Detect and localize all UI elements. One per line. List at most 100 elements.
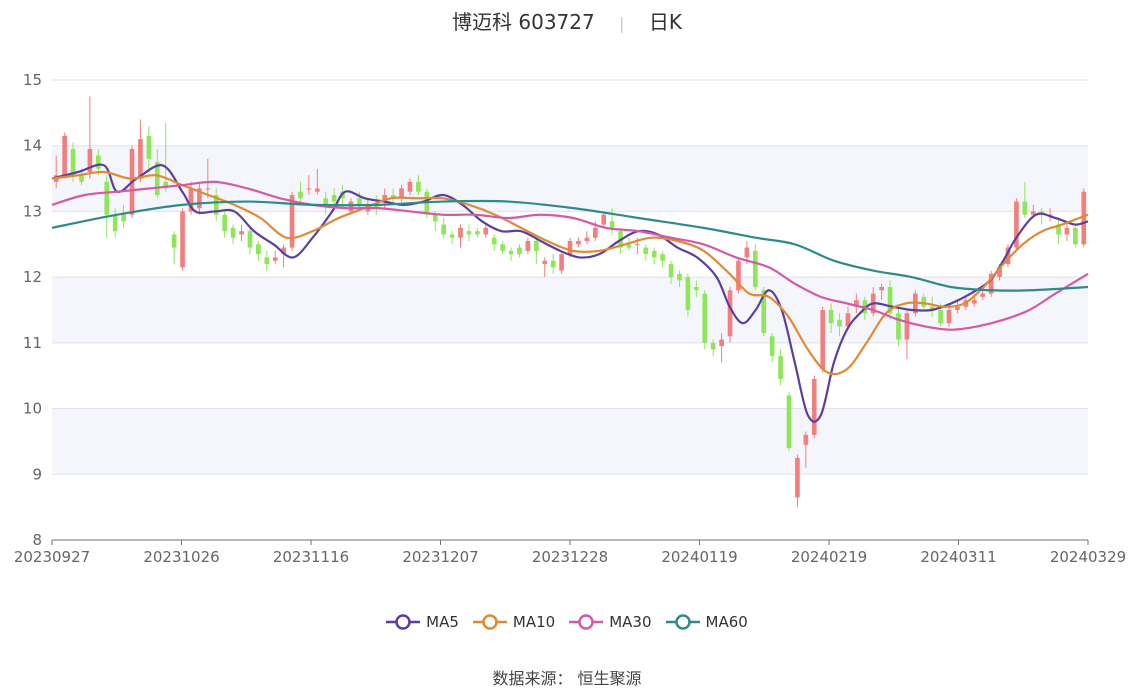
candle-body (584, 237, 590, 241)
candle-body (677, 273, 682, 281)
candle-body (96, 155, 101, 169)
candle-body (879, 287, 884, 291)
candle-body (710, 342, 716, 350)
candle-body (104, 181, 110, 215)
legend-item-ma5[interactable]: MA5 (386, 613, 459, 631)
candle-body (887, 287, 893, 314)
candle-body (828, 310, 834, 324)
candle-body (946, 310, 952, 324)
y-tick-label: 15 (23, 71, 42, 89)
candle-body (197, 188, 202, 209)
candle-body (163, 181, 169, 189)
candle-body (517, 247, 522, 255)
candle-body (449, 234, 455, 238)
candle-body (230, 227, 236, 238)
candle-body (778, 356, 783, 379)
candle-body (525, 241, 531, 251)
title-separator: | (619, 14, 625, 33)
candle-body (441, 224, 446, 235)
candle-body (390, 195, 396, 199)
candle-body (146, 135, 152, 159)
candle-body (803, 434, 809, 445)
candle-body (609, 221, 615, 228)
candle-body (744, 247, 750, 258)
candle-body (79, 175, 84, 182)
candle-body (432, 214, 438, 222)
candle-body (955, 306, 960, 310)
x-tick-label: 20240219 (791, 548, 867, 566)
legend-item-ma60[interactable]: MA60 (665, 613, 748, 631)
candle-body (896, 313, 901, 340)
candle-body (399, 188, 404, 199)
candle-body (264, 257, 270, 264)
y-tick-label: 10 (23, 400, 42, 418)
candle-body (508, 250, 514, 255)
candle-body (542, 260, 548, 264)
candle-body (222, 214, 227, 232)
y-tick-label: 14 (23, 137, 42, 155)
candle-body (373, 204, 379, 209)
candle-body (626, 244, 632, 248)
data-source: 数据来源： 恒生聚源 (0, 665, 1134, 689)
legend-marker-icon (569, 614, 604, 630)
candle-body (651, 250, 657, 258)
x-tick-label: 20231207 (402, 548, 478, 566)
candle-body (121, 214, 126, 222)
candle-body (315, 188, 320, 192)
candle-body (1064, 227, 1070, 235)
candle-body (820, 310, 825, 370)
candle-body (62, 135, 67, 176)
candle-body (929, 306, 935, 310)
candle-body (323, 198, 329, 205)
candle-body (635, 244, 640, 246)
candle-body (154, 162, 160, 195)
candle-body (971, 300, 977, 304)
candle-body (171, 234, 177, 248)
candle-body (180, 211, 185, 268)
candle-body (1005, 247, 1011, 264)
x-tick-label: 20231026 (143, 548, 219, 566)
candle-body (769, 336, 775, 356)
candle-body (980, 293, 986, 297)
candle-body (491, 237, 497, 245)
y-tick-label: 9 (32, 465, 42, 483)
candle-body (736, 260, 741, 291)
candle-body (660, 254, 665, 261)
legend-item-ma10[interactable]: MA10 (472, 613, 555, 631)
x-tick-label: 20231116 (273, 548, 349, 566)
candle-body (533, 241, 539, 251)
candle-body (357, 198, 362, 205)
candle-body (281, 247, 286, 255)
candle-body (112, 214, 118, 232)
candle-body (289, 195, 295, 248)
candle-body (272, 257, 278, 261)
candle-body (550, 260, 556, 268)
candle-body (205, 188, 211, 190)
candle-body (483, 227, 489, 235)
candle-body (988, 273, 994, 294)
legend-label: MA30 (609, 613, 652, 631)
legend-item-ma30[interactable]: MA30 (569, 613, 652, 631)
candle-body (239, 231, 244, 235)
chart-legend: MA5 MA10 MA30 MA60 (0, 613, 1134, 631)
candle-body (188, 188, 194, 212)
candle-body (845, 313, 851, 327)
legend-marker-icon (386, 614, 421, 630)
candle-body (306, 188, 312, 190)
candlestick-chart: 8 9 10 11 12 13 14 15 20230927 20231026 20231116 20… (14, 71, 1126, 566)
candle-body (997, 267, 1002, 278)
y-tick-label: 13 (23, 202, 42, 220)
ma5-line (51, 163, 1089, 423)
period-label: 日K (648, 10, 682, 34)
ma10-line (51, 170, 1089, 376)
candle-body (904, 313, 910, 340)
x-tick-label: 20230927 (14, 548, 90, 566)
candle-body (601, 214, 607, 225)
candle-body (811, 379, 817, 435)
candle-body (466, 231, 472, 235)
candle-body (458, 227, 463, 238)
candle-body (348, 201, 354, 212)
legend-label: MA60 (705, 613, 748, 631)
x-tick-label: 20231228 (532, 548, 608, 566)
candle-body (138, 139, 143, 179)
